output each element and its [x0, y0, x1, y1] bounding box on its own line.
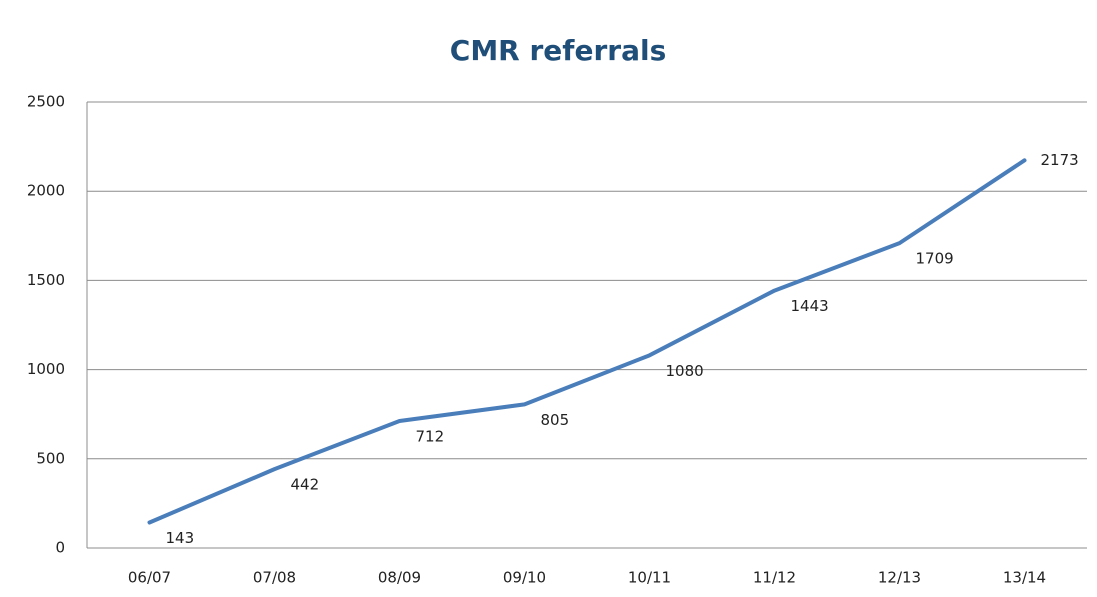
data-label: 1080	[666, 362, 704, 380]
y-tick-label: 2500	[27, 93, 65, 111]
chart-title: CMR referrals	[450, 34, 666, 67]
data-label: 442	[291, 476, 320, 494]
y-tick-label: 0	[55, 539, 65, 557]
y-tick-label: 2000	[27, 182, 65, 200]
x-tick-label: 13/14	[1003, 569, 1046, 587]
line-series	[147, 158, 1027, 525]
data-label: 1443	[791, 297, 829, 315]
y-tick-label: 1500	[27, 271, 65, 289]
y-tick-label: 500	[36, 449, 65, 467]
x-tick-label: 08/09	[378, 569, 421, 587]
x-tick-label: 12/13	[878, 569, 921, 587]
data-label: 143	[166, 529, 195, 547]
x-tick-label: 11/12	[753, 569, 796, 587]
y-tick-label: 1000	[27, 360, 65, 378]
data-label: 1709	[916, 250, 954, 268]
x-tick-label: 09/10	[503, 569, 546, 587]
x-tick-label: 06/07	[128, 569, 171, 587]
data-label: 2173	[1041, 151, 1079, 169]
data-label: 805	[541, 411, 570, 429]
x-tick-label: 07/08	[253, 569, 296, 587]
x-tick-label: 10/11	[628, 569, 671, 587]
data-label: 712	[416, 427, 445, 445]
